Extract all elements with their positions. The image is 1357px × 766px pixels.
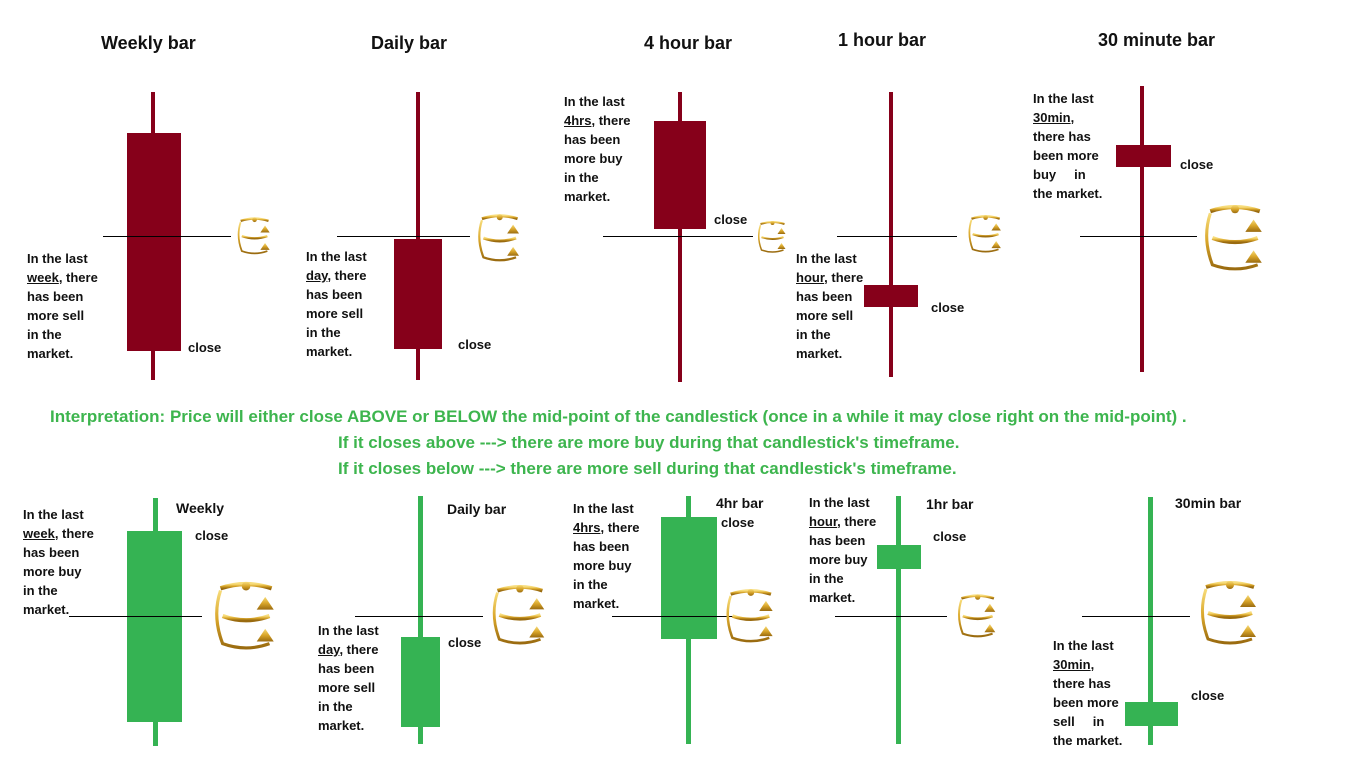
scales-icon <box>726 587 775 643</box>
mid-point-line <box>837 236 957 237</box>
mid-point-line <box>337 236 470 237</box>
daily-note: In the last day, there has been more sel… <box>306 249 367 359</box>
close-label: close <box>458 337 492 352</box>
weekly-title: Weekly <box>176 500 224 516</box>
scales-icon <box>1202 203 1266 273</box>
weekly-note: In the last week, there has been more se… <box>27 251 98 361</box>
close-label: close <box>721 515 755 530</box>
one-hour-note: In the last hour, there has been more bu… <box>809 495 877 605</box>
scales-icon <box>237 216 271 255</box>
thirty-minute-note: In the last 30min, there has been more s… <box>1053 638 1123 748</box>
scales-icon <box>477 212 521 262</box>
daily-bar-title: Daily bar <box>371 33 448 53</box>
scales-icon <box>492 583 547 645</box>
scales-icon <box>757 220 787 253</box>
four-hour-title: 4hr bar <box>716 495 764 511</box>
close-label: close <box>714 212 748 227</box>
four-hour-note: In the last 4hrs, there has been more bu… <box>564 94 631 204</box>
mid-point-line <box>603 236 753 237</box>
daily-title: Daily bar <box>447 501 507 517</box>
one-hour-note: In the last hour, there has been more se… <box>796 251 864 361</box>
four-hour-bar-title: 4 hour bar <box>644 33 733 53</box>
close-label: close <box>931 300 965 315</box>
scales-icon <box>968 214 1003 253</box>
scales-icon <box>957 592 997 638</box>
close-label: close <box>195 528 229 543</box>
mid-point-line <box>612 616 734 617</box>
four-hour-note: In the last 4hrs, there has been more bu… <box>573 501 640 611</box>
thirty-minute-title: 30min bar <box>1175 495 1242 511</box>
interpretation-line-2: If it closes above ---> there are more b… <box>338 433 960 452</box>
mid-point-line <box>355 616 483 617</box>
mid-point-line <box>835 616 947 617</box>
mid-point-line <box>1082 616 1190 617</box>
mid-point-line <box>1080 236 1197 237</box>
interpretation-line-3: If it closes below ---> there are more s… <box>338 459 957 478</box>
weekly-bar-title: Weekly bar <box>101 33 196 53</box>
close-label: close <box>188 340 222 355</box>
scales-icon <box>1200 579 1258 645</box>
weekly-note: In the last week, there has been more bu… <box>23 507 94 617</box>
thirty-minute-note: In the last 30min, there has been more b… <box>1033 91 1103 201</box>
close-label: close <box>1191 688 1225 703</box>
close-label: close <box>1180 157 1214 172</box>
thirty-minute-bar-title: 30 minute bar <box>1098 30 1216 50</box>
interpretation-line-1: Interpretation: Price will either close … <box>50 407 1187 426</box>
one-hour-title: 1hr bar <box>926 496 974 512</box>
one-hour-bar-title: 1 hour bar <box>838 30 927 50</box>
close-label: close <box>933 529 967 544</box>
mid-point-line <box>103 236 231 237</box>
scales-icon <box>212 576 278 656</box>
close-label: close <box>448 635 482 650</box>
daily-note: In the last day, there has been more sel… <box>318 623 379 733</box>
mid-point-line <box>69 616 202 617</box>
